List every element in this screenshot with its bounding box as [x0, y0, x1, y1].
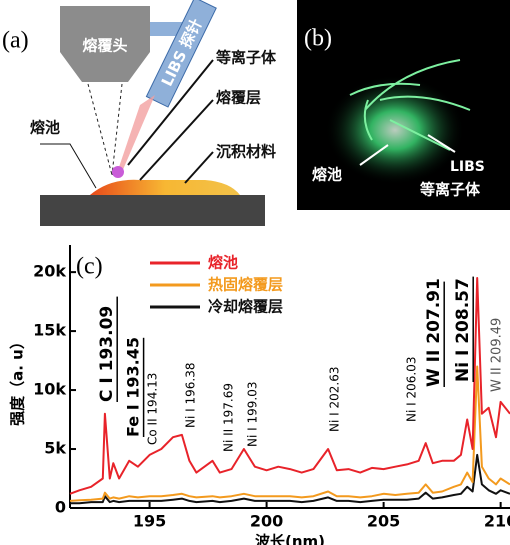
y-tick-label: 10k: [33, 380, 66, 399]
y-axis-label: 强度（a. u）: [9, 334, 27, 426]
panel-c: (c) 强度（a. u） 波长(nm) 0 5k 10k 15k 20k 195 200 20…: [9, 245, 510, 545]
peak-label: Ni I 206.03: [405, 357, 419, 422]
peak-label: Ni I 208.57: [453, 278, 473, 382]
legend-label: 冷却熔覆层: [208, 298, 283, 316]
legend-label: 热固熔覆层: [208, 276, 283, 294]
pointer: [40, 144, 96, 188]
x-axis-label: 波长(nm): [255, 533, 325, 545]
legend-label: 熔池: [208, 254, 238, 272]
x-tick-label: 195: [133, 512, 166, 531]
layer: [90, 180, 240, 195]
x-tick-label: 205: [367, 512, 400, 531]
page: {"panel_a":{"tag":"(a)","head":"熔覆头","pr…: [0, 0, 510, 545]
peak-label: Ni I 196.38: [184, 363, 198, 428]
peak-label: C I 193.09: [97, 306, 117, 402]
powder: [88, 84, 112, 175]
peak-label: W II 207.91: [424, 278, 444, 387]
pointer: [140, 100, 213, 180]
figure: (a) 熔覆头 LIBS 探针 等离子体 熔覆层 沉积材料 熔池 (b) 熔池 …: [0, 0, 510, 545]
head-label: 熔覆头: [82, 37, 127, 55]
probe: LIBS 探针: [146, 0, 216, 107]
y-tick-label: 0: [55, 498, 66, 517]
panel-b: (b) 熔池 LIBS 等离子体: [297, 0, 510, 210]
substrate: [40, 195, 265, 226]
peak-label: W II 209.49: [490, 318, 505, 392]
label: 熔池: [312, 166, 342, 184]
glow: [325, 75, 465, 185]
label: 熔池: [30, 119, 60, 137]
label: 等离子体: [420, 181, 481, 199]
x-tick-label: 200: [250, 512, 283, 531]
powder: [112, 84, 122, 175]
peak-label: Ni I 199.03: [246, 382, 260, 447]
laser: [118, 95, 155, 172]
plasma: [112, 166, 124, 178]
label: 熔覆层: [216, 89, 261, 107]
peak-label: Co II 194.13: [146, 373, 160, 445]
label: 沉积材料: [216, 143, 276, 161]
x-tick-label: 210: [484, 512, 510, 531]
panel-tag: (c): [76, 254, 103, 280]
panel-tag: (a): [2, 28, 29, 54]
panel-a: (a) 熔覆头 LIBS 探针 等离子体 熔覆层 沉积材料 熔池: [2, 0, 277, 226]
label: 等离子体: [216, 49, 277, 67]
y-tick-label: 15k: [33, 321, 66, 340]
peak-label: Ni II 197.69: [222, 383, 236, 452]
label: LIBS: [450, 159, 485, 175]
panel-tag: (b): [304, 26, 332, 52]
peak-label: Ni I 202.63: [328, 367, 342, 432]
peak-label: Fe I 193.45: [124, 337, 143, 437]
pointer: [185, 152, 213, 183]
y-tick-label: 5k: [44, 439, 66, 458]
y-tick-label: 20k: [33, 262, 66, 281]
